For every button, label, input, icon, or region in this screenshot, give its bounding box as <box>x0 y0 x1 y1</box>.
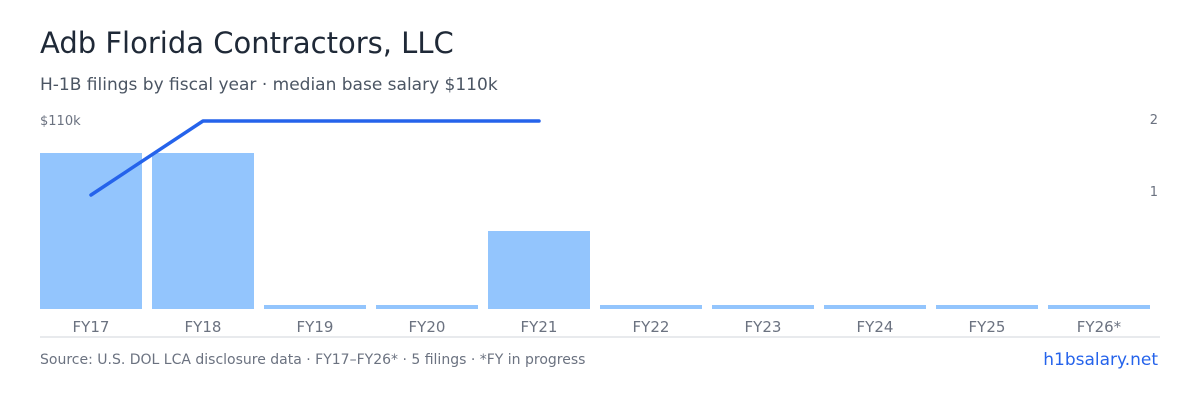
right-axis-tick: 2 <box>1150 113 1158 128</box>
x-tick-label: FY18 <box>185 318 222 336</box>
left-axis-label: $110k <box>40 114 81 129</box>
x-tick-label: FY24 <box>857 318 894 336</box>
bar-fy24 <box>824 305 926 309</box>
x-tick-label: FY25 <box>969 318 1006 336</box>
right-axis-tick: 1 <box>1150 185 1158 200</box>
bar-fy18 <box>152 153 254 309</box>
bar-fy19 <box>264 305 366 309</box>
bar-fy26 <box>1048 305 1150 309</box>
bar-fy22 <box>600 305 702 309</box>
x-tick-label: FY21 <box>521 318 558 336</box>
median-salary-line <box>89 119 541 197</box>
x-tick-label: FY26* <box>1077 318 1122 336</box>
site-link[interactable]: h1bsalary.net <box>1043 350 1158 370</box>
chart-subtitle: H-1B filings by fiscal year · median bas… <box>40 75 498 95</box>
bar-fy21 <box>488 231 590 309</box>
bar-fy17 <box>40 153 142 309</box>
bar-fy20 <box>376 305 478 309</box>
bar-fy25 <box>936 305 1038 309</box>
bar-fy23 <box>712 305 814 309</box>
chart-title: Adb Florida Contractors, LLC <box>40 26 454 60</box>
source-note: Source: U.S. DOL LCA disclosure data · F… <box>40 352 586 368</box>
x-tick-label: FY17 <box>73 318 110 336</box>
x-tick-label: FY23 <box>745 318 782 336</box>
x-tick-label: FY19 <box>297 318 334 336</box>
x-tick-label: FY20 <box>409 318 446 336</box>
x-tick-label: FY22 <box>633 318 670 336</box>
